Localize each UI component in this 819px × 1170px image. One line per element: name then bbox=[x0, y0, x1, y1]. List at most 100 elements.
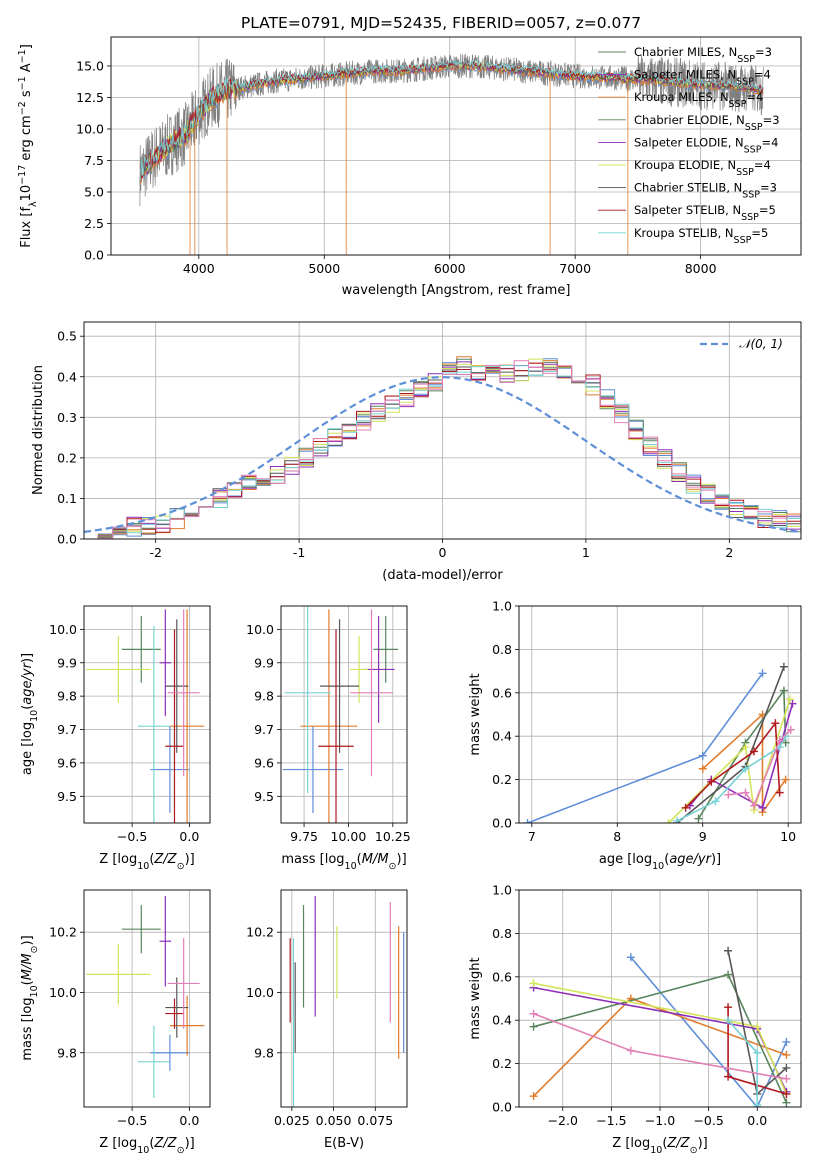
x-tick-label: 4000 bbox=[183, 261, 215, 276]
mass-weight-marker bbox=[529, 1022, 538, 1031]
mass-weight-marker bbox=[753, 1048, 762, 1057]
mass-weight-marker bbox=[664, 819, 673, 823]
y-tick-label: 9.8 bbox=[57, 689, 77, 704]
weight_vs_Z-frame bbox=[518, 889, 802, 1108]
age_vs_Z-frame bbox=[83, 605, 211, 824]
y-axis-label: mass [log10(M/M⊙)] bbox=[20, 935, 40, 1060]
y-tick-label: 9.8 bbox=[254, 1045, 274, 1060]
weight_vs_Z-axes: −2.0 −1.5 −1.0 −0.5 0.0 0.0 0.2 0.4 0.6 0.8 1.0 Z [… bbox=[468, 883, 802, 1156]
legend-label: Chabrier STELIB, NSSP=3 bbox=[634, 181, 777, 201]
y-tick-label: 7.5 bbox=[84, 153, 104, 168]
y-tick-label: 9.6 bbox=[57, 755, 77, 770]
residual-histogram bbox=[84, 361, 801, 539]
y-tick-label: 15.0 bbox=[76, 58, 104, 73]
y-tick-label: 0.2 bbox=[492, 1056, 512, 1071]
x-tick-label: 10.25 bbox=[375, 829, 411, 844]
x-tick-label: 9 bbox=[699, 829, 707, 844]
x-tick-label: 5000 bbox=[308, 261, 340, 276]
y-tick-label: 12.5 bbox=[76, 90, 104, 105]
y-tick-label: 9.9 bbox=[57, 655, 77, 670]
y-tick-label: 0.8 bbox=[492, 926, 512, 941]
y-tick-label: 10.2 bbox=[246, 925, 274, 940]
x-axis-label: wavelength [Angstrom, rest frame] bbox=[342, 283, 571, 298]
y-tick-label: 2.5 bbox=[84, 216, 104, 231]
mass-weight-marker bbox=[711, 797, 720, 806]
mass-weight-marker bbox=[779, 686, 788, 695]
y-tick-label: 9.8 bbox=[254, 689, 274, 704]
legend-label: Kroupa MILES, NSSP=4 bbox=[634, 90, 763, 110]
mass-weight-marker bbox=[782, 1050, 791, 1059]
residual-histogram bbox=[84, 356, 801, 539]
y-axis-label: age [log10(age/yr)] bbox=[20, 653, 40, 775]
mass-weight-marker bbox=[529, 979, 538, 988]
mass-weight-marker bbox=[626, 1046, 635, 1055]
age_vs_Z-axes: −0.5 0.0 9.5 9.6 9.7 9.8 9.9 10.0 Z [log10(Z/Z⊙)… bbox=[20, 605, 211, 872]
mass-weight-marker bbox=[523, 819, 532, 823]
mass-weight-line bbox=[702, 712, 787, 815]
residual-histogram bbox=[84, 358, 801, 539]
y-tick-label: 0.6 bbox=[492, 969, 512, 984]
x-axis-label: age [log10(age/yr)] bbox=[599, 852, 721, 872]
mass-weight-marker bbox=[529, 1009, 538, 1018]
y-tick-label: 5.0 bbox=[84, 184, 104, 199]
legend-label: Salpeter STELIB, NSSP=5 bbox=[634, 203, 776, 223]
mass-weight-marker bbox=[750, 801, 758, 810]
x-tick-label: -2 bbox=[149, 545, 161, 560]
mass-weight-marker bbox=[782, 1037, 791, 1046]
y-tick-label: 9.5 bbox=[254, 789, 274, 804]
spectrum-legend: Chabrier MILES, NSSP=3 Salpeter MILES, NS… bbox=[598, 45, 780, 245]
x-tick-label: 0.0 bbox=[179, 1113, 199, 1128]
spectrum-plot-area bbox=[139, 53, 764, 255]
y-tick-label: 9.8 bbox=[57, 1045, 77, 1060]
y-tick-label: 0.5 bbox=[57, 329, 77, 344]
x-tick-label: 8000 bbox=[685, 261, 717, 276]
mass-weight-marker bbox=[681, 803, 690, 812]
legend-label: Kroupa ELODIE, NSSP=4 bbox=[634, 158, 771, 178]
x-tick-label: 8 bbox=[613, 829, 621, 844]
y-tick-label: 10.0 bbox=[246, 622, 274, 637]
weight_vs_age-frame bbox=[518, 605, 802, 824]
mass-weight-marker bbox=[753, 1022, 762, 1031]
x-axis-label: mass [log10(M/M⊙)] bbox=[281, 852, 406, 872]
normal-curve bbox=[84, 376, 801, 533]
legend-label: Kroupa STELIB, NSSP=5 bbox=[634, 226, 768, 246]
mass-weight-marker bbox=[786, 725, 795, 734]
age_vs_mass-axes: 9.75 10.00 10.25 9.5 9.6 9.7 9.8 9.9 10.0 mass [l… bbox=[246, 605, 411, 872]
mass-weight-marker bbox=[707, 777, 716, 786]
y-tick-label: 9.5 bbox=[57, 789, 77, 804]
y-tick-label: 10.0 bbox=[49, 622, 77, 637]
spectrum-axes: 4000 5000 6000 7000 8000 0.0 2.5 5.0 7.5 10.0 12.5… bbox=[17, 36, 802, 298]
residuals-frame bbox=[83, 321, 802, 540]
mass-weight-marker bbox=[782, 1074, 791, 1083]
residual-histogram bbox=[84, 362, 801, 539]
mass-weight-marker bbox=[724, 946, 733, 955]
mass-weight-marker bbox=[775, 788, 784, 797]
y-axis-label: Normed distribution bbox=[31, 365, 46, 495]
mass-weight-marker bbox=[782, 1063, 791, 1072]
x-tick-label: −1.5 bbox=[596, 1113, 626, 1128]
mass-weight-marker bbox=[785, 695, 794, 704]
x-tick-label: 1 bbox=[582, 545, 590, 560]
mass_vs_Z-frame bbox=[83, 889, 211, 1108]
y-tick-label: 0.8 bbox=[492, 642, 512, 657]
mass-weight-marker bbox=[724, 970, 733, 979]
y-tick-label: 0.0 bbox=[57, 532, 77, 547]
mass_vs_EBV-axes: 0.025 0.050 0.075 9.8 10.0 10.2 E(B-V) bbox=[246, 889, 408, 1151]
mass-weight-line bbox=[630, 956, 788, 1107]
mass-weight-marker bbox=[694, 814, 703, 823]
y-tick-label: 0.2 bbox=[57, 450, 77, 465]
x-tick-label: −0.5 bbox=[117, 1113, 147, 1128]
mass-weight-marker bbox=[758, 669, 767, 678]
y-tick-label: 0.1 bbox=[57, 491, 77, 506]
mass-weight-marker bbox=[779, 662, 788, 671]
y-tick-label: 0.6 bbox=[492, 685, 512, 700]
age_vs_mass-frame bbox=[280, 605, 408, 824]
mass-weight-marker bbox=[781, 775, 790, 784]
mass-weight-marker bbox=[626, 953, 635, 962]
mass-weight-line bbox=[527, 672, 764, 823]
x-tick-label: −0.5 bbox=[693, 1113, 723, 1128]
x-tick-label: 7000 bbox=[559, 261, 591, 276]
y-tick-label: 0.0 bbox=[84, 248, 104, 263]
weight_vs_Z-plot-area bbox=[529, 946, 791, 1107]
y-tick-label: 9.7 bbox=[254, 722, 274, 737]
